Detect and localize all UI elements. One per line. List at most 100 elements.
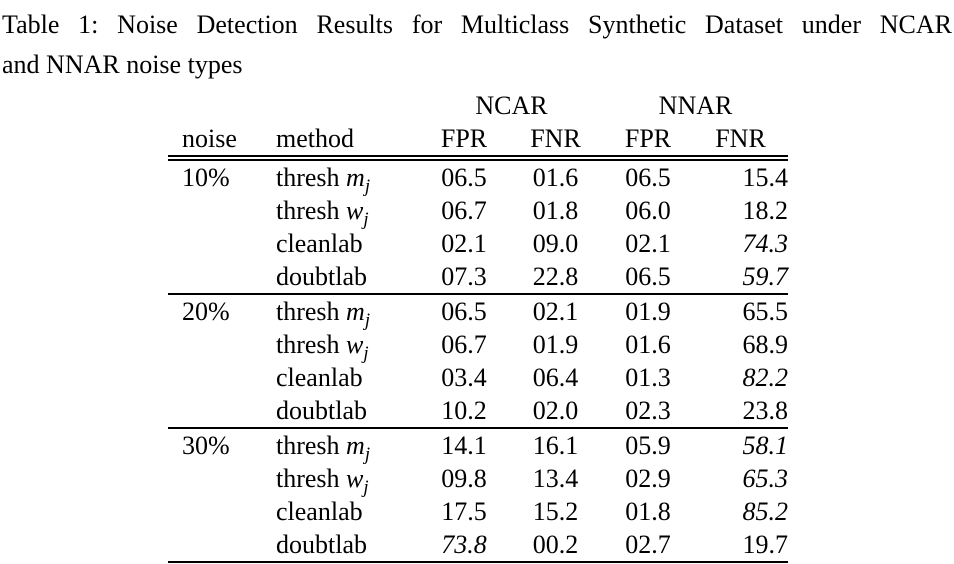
method-name: thresh (276, 163, 347, 192)
table-row: cleanlab 02.1 09.0 02.1 74.3 (168, 227, 788, 260)
method-var: w (346, 464, 364, 493)
method-cell: thresh mj (260, 158, 420, 198)
cell-value: 00.2 (532, 530, 579, 559)
cell-value: 06.7 (441, 196, 487, 225)
method-cell: thresh wj (260, 328, 420, 365)
ncar-fpr-cell: 17.5 (420, 495, 508, 528)
cell-value: 01.3 (625, 363, 671, 392)
group-header-ncar: NCAR (475, 91, 548, 120)
method-name: thresh (276, 431, 347, 460)
method-name: doubtlab (276, 396, 367, 425)
cell-value: 06.0 (625, 196, 671, 225)
method-subscript: j (363, 343, 369, 365)
ncar-fnr-cell: 15.2 (508, 495, 603, 528)
ncar-fnr-cell: 00.2 (508, 528, 603, 562)
nnar-fpr-cell: 02.7 (603, 528, 693, 562)
nnar-fpr-cell: 02.1 (603, 227, 693, 260)
caption-line-2: and NNAR noise types (2, 50, 243, 79)
table-row: 30% thresh mj 14.1 16.1 05.9 58.1 (168, 427, 789, 562)
nnar-fpr-cell: 06.0 (603, 194, 693, 227)
nnar-fnr-cell: 65.5 (693, 293, 789, 328)
method-cell: cleanlab (260, 227, 420, 260)
method-name: thresh (276, 196, 347, 225)
cell-value: 18.2 (742, 196, 789, 225)
column-header-row: noise method FPR FNR FPR FNR (168, 122, 789, 161)
cell-value: 01.6 (532, 163, 579, 192)
cell-value: 02.1 (532, 297, 579, 326)
cell-value: 06.4 (532, 363, 579, 392)
cell-value: 01.8 (532, 196, 579, 225)
ncar-fpr-cell: 10.2 (420, 394, 508, 428)
cell-value: 02.1 (441, 229, 487, 258)
cell-value: 07.3 (441, 262, 487, 291)
table-row: doubtlab 10.2 02.0 02.3 23.8 (168, 394, 788, 428)
method-cell: cleanlab (260, 361, 420, 394)
ncar-fpr-cell: 06.5 (420, 293, 508, 328)
ncar-fnr-cell: 13.4 (508, 462, 603, 495)
nnar-fnr-cell: 19.7 (693, 528, 789, 562)
noise-level-cell: 20% (168, 293, 260, 428)
cell-value: 06.5 (441, 297, 487, 326)
nnar-fpr-cell: 02.3 (603, 394, 693, 428)
spacer-cell (260, 89, 420, 122)
cell-value: 10.2 (441, 396, 487, 425)
method-var: m (346, 163, 365, 192)
nnar-fpr-cell: 06.5 (603, 260, 693, 294)
method-cell: thresh mj (260, 427, 420, 464)
method-name: thresh (276, 330, 347, 359)
ncar-fpr-cell: 07.3 (420, 260, 508, 294)
cell-value: 06.5 (625, 262, 671, 291)
method-var: w (346, 330, 364, 359)
method-subscript: j (364, 176, 371, 198)
nnar-fpr-cell: 05.9 (603, 427, 693, 462)
cell-value: 01.8 (625, 497, 671, 526)
cell-value: 01.9 (625, 297, 671, 326)
nnar-fpr-cell: 01.9 (603, 293, 693, 328)
nnar-fnr-cell: 23.8 (693, 394, 789, 428)
cell-value: 02.0 (532, 396, 579, 425)
method-var: m (346, 297, 365, 326)
table-row: 10% thresh mj 06.5 01.6 06.5 15.4 (168, 158, 789, 198)
cell-value: 15.2 (532, 497, 579, 526)
nnar-fnr-cell: 82.2 (693, 361, 789, 394)
method-cell: doubtlab (260, 260, 420, 294)
ncar-fnr-cell: 01.6 (508, 158, 603, 194)
ncar-fpr-cell: 73.8 (420, 528, 508, 562)
ncar-fnr-cell: 16.1 (508, 427, 603, 462)
cell-value: 09.0 (532, 229, 579, 258)
cell-value: 82.2 (742, 363, 789, 392)
method-cell: doubtlab (260, 528, 420, 562)
cell-value: 15.4 (742, 163, 789, 192)
cell-value: 65.3 (742, 464, 789, 493)
col-header-ncar-fnr: FNR (508, 122, 603, 161)
method-cell: doubtlab (260, 394, 420, 428)
cell-value: 59.7 (742, 262, 789, 291)
method-var: m (346, 431, 365, 460)
cell-value: 03.4 (441, 363, 487, 392)
method-subscript: j (364, 310, 371, 332)
noise-block-10: 10% thresh mj 06.5 01.6 06.5 15.4 thresh… (168, 158, 788, 294)
group-header-nnar: NNAR (658, 91, 733, 120)
method-cell: thresh wj (260, 462, 420, 499)
method-subscript: j (363, 477, 369, 499)
ncar-fpr-cell: 03.4 (420, 361, 508, 394)
nnar-fnr-cell: 68.9 (693, 328, 789, 361)
col-header-noise: noise (168, 122, 260, 161)
method-name: cleanlab (276, 363, 363, 392)
nnar-fnr-cell: 18.2 (693, 194, 789, 227)
cell-value: 05.9 (625, 431, 671, 460)
method-cell: cleanlab (260, 495, 420, 528)
cell-value: 13.4 (532, 464, 579, 493)
cell-value: 73.8 (441, 530, 487, 559)
col-header-method: method (260, 122, 420, 161)
cell-value: 74.3 (742, 229, 789, 258)
nnar-fnr-cell: 65.3 (693, 462, 789, 495)
table-row: cleanlab 17.5 15.2 01.8 85.2 (168, 495, 788, 528)
table-row: 20% thresh mj 06.5 02.1 01.9 65.5 (168, 293, 789, 428)
method-subscript: j (363, 209, 369, 231)
ncar-fnr-cell: 09.0 (508, 227, 603, 260)
nnar-fnr-cell: 74.3 (693, 227, 789, 260)
noise-level-cell: 30% (168, 427, 260, 562)
table-row: thresh wj 06.7 01.9 01.6 68.9 (168, 328, 789, 365)
cell-value: 02.9 (625, 464, 671, 493)
